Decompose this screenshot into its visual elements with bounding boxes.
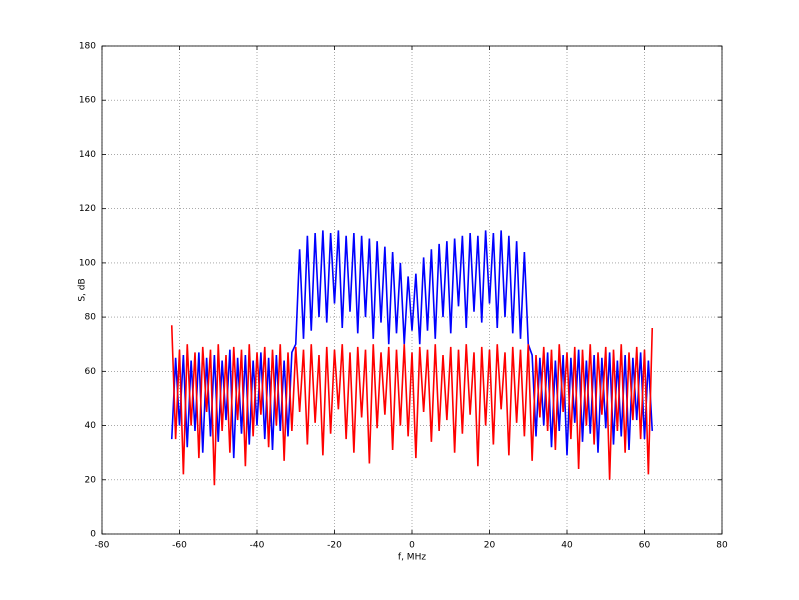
x-tick-label: 60 — [639, 541, 651, 551]
y-axis-label: S, dB — [78, 278, 88, 301]
y-tick-label: 20 — [85, 475, 97, 485]
y-tick-label: 0 — [90, 530, 96, 540]
plot-frame — [101, 45, 723, 535]
y-tick-label: 180 — [79, 42, 96, 52]
y-tick-label: 160 — [79, 96, 96, 106]
x-tick-label: 0 — [409, 541, 415, 551]
x-tick-label: -80 — [95, 541, 110, 551]
x-tick-label: 80 — [716, 541, 728, 551]
x-tick-label: -20 — [327, 541, 342, 551]
x-tick-label: 40 — [561, 541, 573, 551]
y-tick-label: 60 — [85, 367, 97, 377]
x-tick-label: -60 — [172, 541, 187, 551]
x-tick-label: 20 — [484, 541, 496, 551]
x-tick-label: -40 — [250, 541, 265, 551]
x-axis-label: f, MHz — [398, 553, 426, 563]
y-tick-label: 80 — [85, 313, 97, 323]
y-tick-label: 100 — [79, 258, 96, 268]
y-tick-label: 120 — [79, 204, 96, 214]
y-tick-label: 140 — [79, 150, 96, 160]
series-line — [170, 325, 654, 486]
y-tick-label: 40 — [85, 421, 97, 431]
